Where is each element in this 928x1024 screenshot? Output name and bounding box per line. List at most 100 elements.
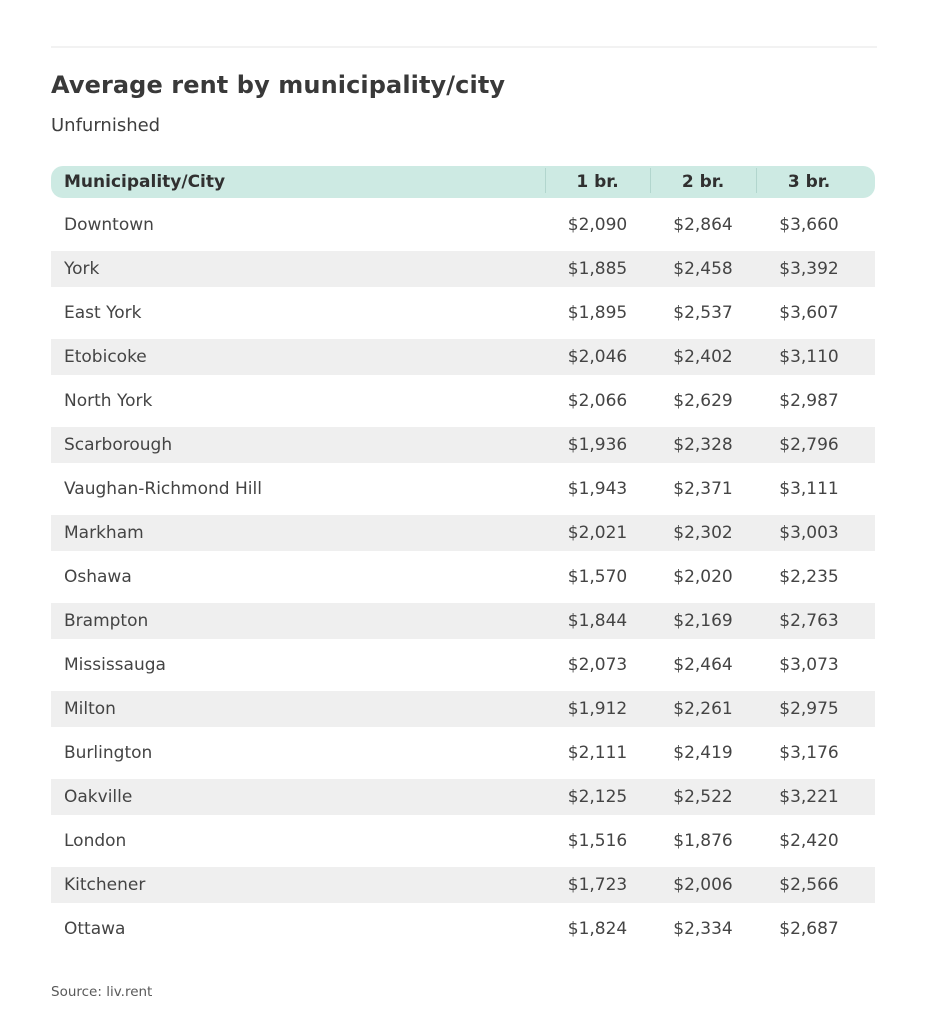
cell-1br-rent: $1,895: [567, 303, 628, 323]
table-row: Vaughan-Richmond Hill $1,943 $2,371 $3,1…: [51, 467, 875, 511]
cell-2br-rent: $2,328: [673, 435, 733, 455]
cell-1br-rent: $1,943: [567, 479, 628, 499]
cell-municipality: London: [64, 831, 127, 851]
rent-table: Municipality/City 1 br. 2 br. 3 br. Down…: [51, 166, 875, 951]
column-divider: [756, 168, 757, 193]
cell-2br-rent: $2,458: [673, 259, 733, 279]
cell-1br-rent: $2,046: [567, 347, 628, 367]
cell-2br-rent: $2,402: [673, 347, 733, 367]
cell-2br-rent: $2,261: [673, 699, 733, 719]
column-divider: [545, 168, 546, 193]
table-row: Mississauga $2,073 $2,464 $3,073: [51, 643, 875, 687]
cell-2br-rent: $2,537: [673, 303, 733, 323]
cell-1br-rent: $2,066: [567, 391, 628, 411]
cell-municipality: East York: [64, 303, 142, 323]
cell-municipality: Brampton: [64, 611, 149, 631]
table-row: Kitchener $1,723 $2,006 $2,566: [51, 863, 875, 907]
cell-municipality: Vaughan-Richmond Hill: [64, 479, 262, 499]
column-header-label: 3 br.: [787, 172, 831, 192]
table-body: Downtown $2,090 $2,864 $3,660 York $1,88…: [51, 203, 875, 951]
cell-1br-rent: $2,111: [567, 743, 628, 763]
table-row: Brampton $1,844 $2,169 $2,763: [51, 599, 875, 643]
page-title: Average rent by municipality/city: [51, 71, 506, 99]
table-row: Oakville $2,125 $2,522 $3,221: [51, 775, 875, 819]
page-subtitle: Unfurnished: [51, 115, 161, 136]
cell-3br-rent: $3,660: [779, 215, 839, 235]
table-row: Scarborough $1,936 $2,328 $2,796: [51, 423, 875, 467]
cell-municipality: Scarborough: [64, 435, 173, 455]
column-header-label: 1 br.: [576, 172, 619, 192]
table-row: London $1,516 $1,876 $2,420: [51, 819, 875, 863]
cell-3br-rent: $2,566: [779, 875, 839, 895]
cell-1br-rent: $2,125: [567, 787, 628, 807]
cell-1br-rent: $1,570: [567, 567, 628, 587]
cell-2br-rent: $2,522: [673, 787, 733, 807]
cell-2br-rent: $2,864: [673, 215, 733, 235]
cell-3br-rent: $2,975: [779, 699, 839, 719]
column-divider: [650, 168, 651, 193]
cell-municipality: Milton: [64, 699, 116, 719]
cell-3br-rent: $2,763: [779, 611, 839, 631]
cell-2br-rent: $2,334: [673, 919, 733, 939]
cell-3br-rent: $2,235: [779, 567, 839, 587]
table-row: Burlington $2,111 $2,419 $3,176: [51, 731, 875, 775]
cell-municipality: Ottawa: [64, 919, 126, 939]
cell-municipality: Oshawa: [64, 567, 132, 587]
column-header-3br: 3 br.: [756, 168, 875, 193]
cell-municipality: Mississauga: [64, 655, 166, 675]
cell-3br-rent: $3,221: [779, 787, 839, 807]
cell-municipality: Markham: [64, 523, 144, 543]
cell-2br-rent: $2,629: [673, 391, 733, 411]
cell-1br-rent: $2,090: [567, 215, 628, 235]
table-row: Milton $1,912 $2,261 $2,975: [51, 687, 875, 731]
table-row: East York $1,895 $2,537 $3,607: [51, 291, 875, 335]
cell-2br-rent: $1,876: [673, 831, 733, 851]
cell-municipality: North York: [64, 391, 153, 411]
table-row: Etobicoke $2,046 $2,402 $3,110: [51, 335, 875, 379]
cell-2br-rent: $2,169: [673, 611, 733, 631]
cell-3br-rent: $3,073: [779, 655, 839, 675]
cell-1br-rent: $1,723: [567, 875, 628, 895]
column-header-2br: 2 br.: [650, 168, 756, 193]
table-row: North York $2,066 $2,629 $2,987: [51, 379, 875, 423]
cell-1br-rent: $2,021: [567, 523, 628, 543]
cell-3br-rent: $3,111: [779, 479, 839, 499]
table-row: Oshawa $1,570 $2,020 $2,235: [51, 555, 875, 599]
table-row: Ottawa $1,824 $2,334 $2,687: [51, 907, 875, 951]
column-header-municipality: Municipality/City: [51, 172, 545, 192]
top-divider: [51, 46, 877, 48]
cell-1br-rent: $2,073: [567, 655, 628, 675]
table-row: Markham $2,021 $2,302 $3,003: [51, 511, 875, 555]
cell-1br-rent: $1,936: [567, 435, 628, 455]
cell-municipality: Kitchener: [64, 875, 146, 895]
cell-1br-rent: $1,516: [567, 831, 628, 851]
cell-3br-rent: $2,987: [779, 391, 839, 411]
cell-1br-rent: $1,844: [567, 611, 628, 631]
page: Average rent by municipality/city Unfurn…: [0, 46, 928, 1000]
column-header-label: 2 br.: [681, 172, 725, 192]
column-header-1br: 1 br.: [545, 168, 650, 193]
cell-3br-rent: $2,687: [779, 919, 839, 939]
cell-municipality: York: [64, 259, 100, 279]
table-row: York $1,885 $2,458 $3,392: [51, 247, 875, 291]
cell-2br-rent: $2,302: [673, 523, 733, 543]
cell-2br-rent: $2,006: [673, 875, 733, 895]
cell-municipality: Downtown: [64, 215, 154, 235]
cell-1br-rent: $1,885: [567, 259, 628, 279]
cell-3br-rent: $3,392: [779, 259, 839, 279]
cell-3br-rent: $3,176: [779, 743, 839, 763]
cell-2br-rent: $2,464: [673, 655, 733, 675]
cell-3br-rent: $3,003: [779, 523, 839, 543]
column-header-label: Municipality/City: [64, 172, 226, 192]
cell-1br-rent: $1,912: [567, 699, 628, 719]
cell-municipality: Burlington: [64, 743, 153, 763]
cell-2br-rent: $2,020: [673, 567, 733, 587]
cell-3br-rent: $3,110: [779, 347, 839, 367]
cell-municipality: Etobicoke: [64, 347, 147, 367]
cell-1br-rent: $1,824: [567, 919, 628, 939]
cell-3br-rent: $2,420: [779, 831, 839, 851]
table-row: Downtown $2,090 $2,864 $3,660: [51, 203, 875, 247]
table-header-row: Municipality/City 1 br. 2 br. 3 br.: [51, 166, 875, 198]
source-note: Source: liv.rent: [51, 984, 153, 1000]
cell-2br-rent: $2,419: [673, 743, 733, 763]
